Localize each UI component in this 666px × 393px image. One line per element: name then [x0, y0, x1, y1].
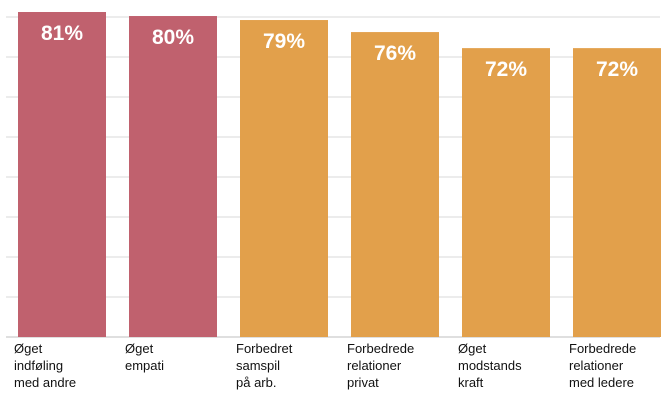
category-label-line: relationer: [347, 358, 402, 373]
data-label-6: 72%: [596, 58, 638, 81]
category-label-1: Øget indføling med andre: [14, 341, 76, 390]
category-label-line: modstands: [458, 358, 522, 373]
category-label-line: Forbedrede: [347, 341, 414, 356]
category-label-line: med andre: [14, 375, 76, 390]
category-label-line: med ledere: [569, 375, 634, 390]
data-label-4: 76%: [374, 42, 416, 65]
category-label-6: Forbedrede relationer med ledere: [569, 341, 636, 390]
data-label-3: 79%: [263, 30, 305, 53]
bar-1: [18, 12, 106, 337]
category-label-4: Forbedrede relationer privat: [347, 341, 414, 390]
category-label-5: Øget modstands kraft: [458, 341, 522, 390]
category-label-2: Øget empati: [125, 341, 164, 373]
category-label-line: Øget: [125, 341, 154, 356]
category-label-line: indføling: [14, 358, 63, 373]
bar-5: [462, 48, 550, 338]
gridlines: [6, 16, 660, 338]
bar-3: [240, 20, 328, 337]
bars: [18, 12, 661, 338]
data-labels: 81% 80% 79% 76% 72% 72%: [41, 22, 638, 81]
bar-2: [129, 16, 217, 338]
category-label-3: Forbedret samspil på arb.: [236, 341, 293, 390]
data-label-1: 81%: [41, 22, 83, 45]
category-label-line: Øget: [458, 341, 487, 356]
data-label-2: 80%: [152, 26, 194, 49]
category-label-line: Øget: [14, 341, 43, 356]
category-label-line: relationer: [569, 358, 624, 373]
category-label-line: empati: [125, 358, 164, 373]
bar-6: [573, 48, 661, 338]
category-labels: Øget indføling med andre Øget empati Forbedre…: [14, 341, 636, 390]
bar-4: [351, 32, 439, 337]
category-label-line: samspil: [236, 358, 280, 373]
data-label-5: 72%: [485, 58, 527, 81]
category-label-line: kraft: [458, 375, 484, 390]
category-label-line: på arb.: [236, 375, 276, 390]
category-label-line: Forbedret: [236, 341, 293, 356]
category-label-line: Forbedrede: [569, 341, 636, 356]
category-label-line: privat: [347, 375, 379, 390]
